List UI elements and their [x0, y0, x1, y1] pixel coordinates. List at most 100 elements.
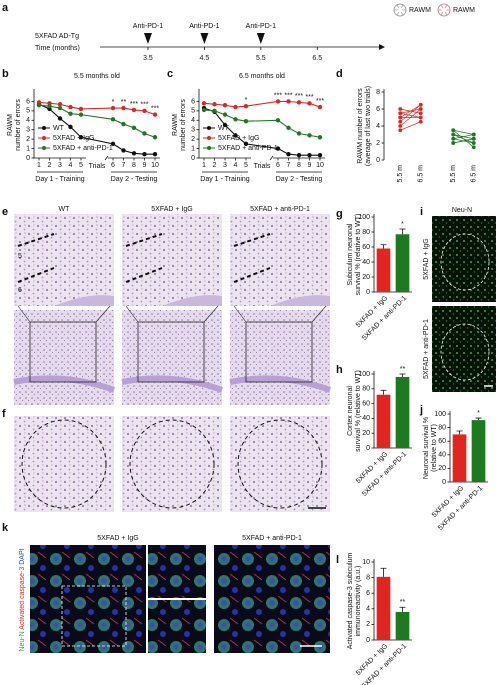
pair-line	[453, 129, 474, 135]
y-tick-label: 3	[26, 127, 30, 134]
data-point	[307, 133, 312, 138]
y-tick-label: 6	[376, 106, 380, 113]
significance: **	[400, 599, 406, 606]
data-point	[286, 125, 291, 131]
panel-letter: i	[420, 206, 423, 218]
column-label: 5XFAD + IgG	[97, 535, 138, 542]
significance: ***	[140, 102, 148, 109]
y-tick-label: 0	[191, 155, 195, 162]
data-point	[233, 104, 238, 110]
y-tick-label: 10	[362, 559, 370, 566]
pair-line	[453, 129, 474, 148]
legend-marker	[207, 146, 211, 150]
data-point	[222, 103, 228, 108]
y-axis-label: Activated caspase-3 subiculum	[347, 553, 354, 650]
x-tick-label: 5XFAD + IgG	[431, 485, 465, 519]
zoom-line	[17, 305, 111, 323]
significance: ***	[316, 98, 324, 105]
zoom-line	[233, 305, 327, 323]
data-point	[317, 135, 323, 140]
rawm-arm	[444, 4, 448, 9]
rawm-arm	[400, 4, 404, 9]
chart-title: 5.5 months old	[74, 73, 120, 80]
y-axis-label: Subiculum neuronal	[347, 223, 354, 285]
data-point	[243, 141, 249, 147]
bar	[395, 611, 410, 640]
white-matter	[270, 295, 330, 306]
pair-line	[453, 134, 474, 140]
series-line	[203, 109, 321, 138]
layer-label: 6	[18, 287, 22, 294]
data-point	[57, 105, 63, 111]
region-outline	[237, 419, 323, 509]
region-outline	[129, 419, 215, 509]
x-tick-label: 6.5	[312, 55, 322, 62]
y-tick-label: 20	[362, 274, 370, 281]
micrograph	[432, 216, 496, 302]
y-tick-label: 100	[434, 411, 446, 418]
y-tick-label: 8	[366, 574, 370, 581]
event-marker	[256, 33, 265, 44]
micrograph	[14, 214, 114, 306]
x-tick-label: 3	[58, 162, 62, 169]
series-line	[203, 100, 321, 108]
layer-label: 5	[18, 253, 22, 260]
series-line	[38, 104, 156, 138]
hippocampus	[229, 375, 332, 393]
y-tick-label: 80	[438, 424, 446, 431]
y-tick-label: 6	[191, 98, 195, 105]
data-point	[131, 107, 137, 113]
data-point	[110, 105, 116, 111]
legend-label: RAWM	[409, 7, 431, 14]
error-bar	[399, 606, 406, 612]
error-bar	[380, 244, 387, 249]
x-tick-label: 4	[69, 162, 73, 169]
event-label: Anti-PD-1	[246, 23, 276, 30]
data-point	[36, 103, 42, 108]
x-tick-label: 8	[132, 162, 136, 169]
data-point	[57, 102, 63, 107]
y-tick-label: 40	[362, 415, 370, 422]
rawm-arm	[440, 4, 444, 9]
data-point	[317, 104, 323, 110]
data-point	[451, 141, 456, 145]
micrograph	[14, 310, 114, 405]
micrograph	[432, 306, 496, 392]
data-point	[296, 152, 302, 158]
x-tick-label: 9	[308, 162, 312, 169]
data-point	[471, 141, 476, 145]
legend-label: 5XFAD + anti-PD-1	[53, 145, 113, 152]
x-tick-label: 5.5	[256, 55, 266, 62]
data-point	[296, 131, 302, 136]
panel-letter: d	[336, 68, 343, 80]
y-axis-label: Neuronal survival %	[423, 417, 430, 479]
stain-name: DAPI	[19, 548, 26, 564]
y-tick-label: 0	[366, 289, 370, 296]
data-point	[398, 115, 403, 120]
x-axis-label: Time (months)	[35, 45, 80, 52]
x-tick-label: 6.5 m	[418, 165, 425, 183]
y-axis-label: RAWM	[7, 114, 14, 136]
data-point	[418, 119, 423, 124]
data-point	[317, 152, 323, 158]
error-bar	[399, 228, 406, 235]
data-point	[243, 119, 249, 124]
bar	[395, 376, 410, 448]
y-tick-label: 80	[362, 229, 370, 236]
bar	[471, 420, 486, 482]
data-point	[275, 118, 281, 123]
data-point	[471, 132, 476, 137]
legend-label: WT	[53, 125, 65, 132]
significance: *	[245, 97, 248, 104]
stain-name: Activated caspase-3	[19, 567, 26, 630]
data-point	[275, 99, 281, 104]
legend-label: 5XFAD + IgG	[218, 135, 259, 142]
data-point	[222, 112, 228, 117]
x-tick-label: 6.5 m	[471, 165, 478, 183]
group-label: Day 1 - Training	[35, 176, 85, 183]
legend-marker	[42, 136, 46, 140]
y-tick-label: 5	[26, 108, 30, 115]
significance: ***	[305, 94, 313, 101]
data-point	[233, 117, 238, 122]
y-axis-label: number of errors	[15, 99, 22, 151]
